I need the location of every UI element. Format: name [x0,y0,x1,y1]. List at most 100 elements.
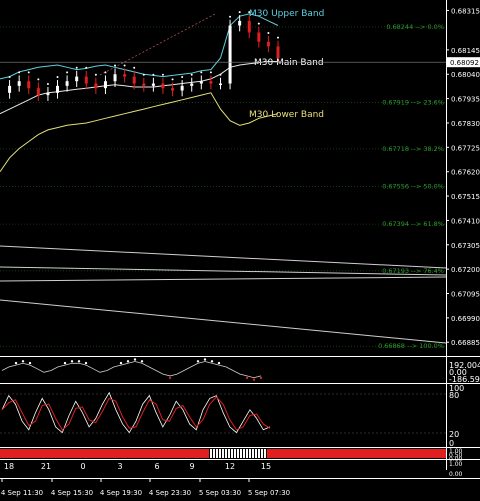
cci-dot [21,360,25,363]
fib-level-label: 0.67556 --> 50.0% [382,183,444,191]
fractal-dot [171,78,174,81]
price-tick-label: 0.67935 [451,96,480,104]
candle-body [142,83,146,86]
hour-label: 3 [117,462,122,471]
cci-bottom-value: -186.5941 [449,375,480,384]
price-tick-label: 0.67200 [451,266,480,274]
time-tick-label: 4 Sep 23:30 [149,489,191,497]
candle-body [27,81,31,89]
stoch-20-value: 20 [449,430,459,439]
fractal-dot [8,76,11,79]
signal-strip-white [210,449,266,458]
price-tick-label: 0.67515 [451,193,480,201]
fractal-dot [133,66,136,69]
signal-strip-segment [231,449,233,458]
candle-body [228,25,232,84]
price-tick-label: 0.68145 [451,47,480,55]
signal-strip-segment [243,449,245,458]
signal-strip-segment [225,449,227,458]
price-axis[interactable] [446,0,480,470]
price-axis-ticks: 0.68315 0.68145 0.68040 0.67935 0.67830 0.677… [446,7,480,347]
fractal-dot [181,76,184,79]
trend-line-3 [0,276,447,282]
cci-dot [203,358,207,361]
fractal-dot [277,36,279,39]
fractal-dot [18,71,21,74]
hour-label: 18 [4,462,14,471]
signal-strip-segment [234,449,236,458]
signal-strip-segment [210,449,212,458]
candle-body [161,83,165,89]
fractal-dot [46,83,49,86]
fractal-dot [56,76,59,79]
stochastic-pane: 100 80 20 0 [0,384,464,448]
candle-body [8,85,12,93]
trend-lines [0,13,447,344]
price-tick-label: 0.67725 [451,144,480,152]
fractal-dot [104,71,107,74]
cci-dot [252,378,256,381]
stoch-bottom-value: 0 [449,439,454,448]
price-tick-label: 0.67095 [451,291,480,299]
lower-band-line [0,92,279,172]
stoch-top-value: 100 [449,384,464,393]
hour-pane-bottom-value: 0.00 [449,471,463,478]
fractal-dot [85,66,88,69]
fib-level-label: 0.67718 --> 38.2% [382,145,444,153]
price-tick-label: 0.67410 [451,217,480,225]
fractal-dot [219,73,222,76]
candle-body [113,74,117,82]
lower-band-label: M30 Lower Band [249,110,324,120]
candle-body [209,81,213,84]
upper-band-line [0,13,279,80]
time-tick-label: 4 Sep 11:30 [1,489,43,497]
candle-body [84,76,88,84]
time-tick-label: 5 Sep 03:30 [199,489,241,497]
candle-body [247,20,251,33]
price-bars [8,11,280,101]
candle-body [17,81,21,86]
cci-line [1,361,262,379]
fib-level-label: 0.66868 --> 100.0% [378,342,444,350]
cci-dot [77,360,81,363]
price-tick-label: 0.68040 [451,71,480,79]
fractal-dot [66,71,69,74]
signal-strip-segment [222,449,224,458]
trend-line-1 [0,245,447,269]
cci-dot [63,361,67,365]
cci-dot [133,358,137,361]
candle-body [171,88,175,91]
cci-dot [14,361,18,365]
cci-top-value: 192.0049 [449,361,480,370]
hour-label: 0 [80,462,85,471]
fib-level-label: 0.67193 --> 76.4% [382,267,444,275]
signal-strip-segment [258,449,260,458]
signal-strip-segment [252,449,254,458]
fib-level-label: 0.67919 --> 23.6% [382,98,444,106]
time-axis[interactable]: 4 Sep 11:30 4 Sep 15:30 4 Sep 19:30 4 Sep 2… [1,478,290,497]
stoch-main-line [1,391,271,434]
candle-body [180,85,184,91]
fractal-dot [152,73,155,76]
signal-strip-segment [228,449,230,458]
cci-dot [126,360,130,363]
candle-body [190,83,194,86]
cci-dot [119,361,123,365]
hour-labels: 18 21 0 3 6 9 12 15 [4,462,271,471]
cci-dot [210,360,214,363]
fractal-dot [238,11,241,14]
hour-label: 15 [261,462,271,471]
fractal-dot [190,73,193,76]
diagonal-line [99,13,216,76]
fractal-dot [200,71,203,74]
candle-body [36,88,40,96]
cci-dot [217,361,221,365]
price-tick-label: 0.67620 [451,169,480,177]
strip-top-value: 1.00 [449,448,463,455]
price-tick-label: 0.66885 [451,339,480,347]
current-price-box [447,57,480,68]
fractal-dot [248,11,251,14]
fib-level-label: 0.68244 --> 0.0% [386,23,444,31]
current-price-label: 0.68092 [450,59,479,67]
